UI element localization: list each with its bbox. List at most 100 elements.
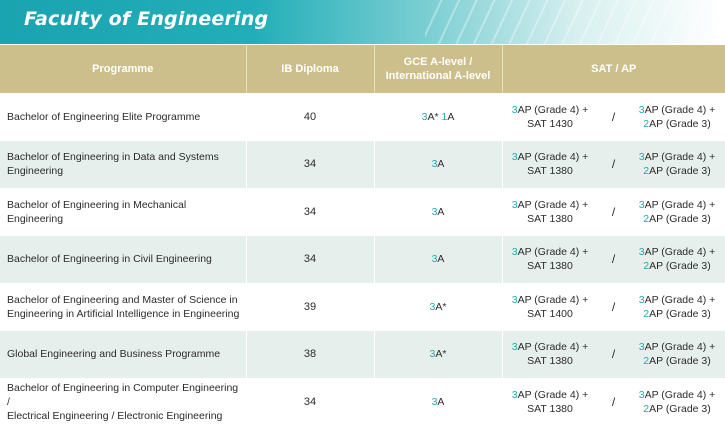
ap-grade-text: AP (Grade 3)	[649, 165, 711, 178]
ib-score-cell: 40	[246, 93, 375, 141]
sat-ap-cell: 3AP (Grade 4) + SAT 1380/3AP (Grade 4) +2…	[502, 235, 725, 283]
ib-score-cell: 34	[246, 140, 375, 188]
sat-score: SAT 1400	[527, 307, 573, 320]
table-header-row: Programme IB Diploma GCE A-level / Inter…	[0, 45, 725, 93]
gce-requirement-cell: 3A	[374, 235, 503, 283]
sat-score: SAT 1380	[527, 402, 573, 415]
gce-requirement-cell: 3A* 1A	[374, 93, 503, 141]
ap-count: 3	[511, 341, 518, 354]
programme-name-line1: Bachelor of Engineering Elite Programme	[7, 110, 201, 123]
ap-grade-text: AP (Grade 4) +	[644, 151, 716, 164]
ap-count: 2	[643, 402, 650, 415]
grade-count: 3	[421, 110, 428, 123]
sat-option-right: 3AP (Grade 4) +2AP (Grade 3)	[630, 150, 725, 178]
grade-count: 3	[431, 205, 438, 218]
header-gce-line2: International A-level	[385, 70, 491, 82]
sat-score: SAT 1380	[527, 165, 573, 178]
ap-count: 2	[643, 212, 650, 225]
table-row: Bachelor of Engineering in Civil Enginee…	[0, 235, 725, 283]
sat-ap-cell: 3AP (Grade 4) + SAT 1400/3AP (Grade 4) +2…	[502, 283, 725, 331]
sat-option-right: 3AP (Grade 4) +2AP (Grade 3)	[630, 103, 725, 131]
header-gce-line1: GCE A-level /	[403, 56, 473, 68]
programme-name-line1: Bachelor of Engineering in Data and Syst…	[7, 151, 219, 164]
header-sat-ap: SAT / AP	[502, 45, 725, 93]
sat-option-right: 3AP (Grade 4) +2AP (Grade 3)	[630, 388, 725, 416]
header-ib-diploma: IB Diploma	[246, 45, 375, 93]
sat-ap-cell: 3AP (Grade 4) + SAT 1380/3AP (Grade 4) +2…	[502, 330, 725, 378]
sat-option-left: 3AP (Grade 4) + SAT 1380	[503, 340, 598, 368]
ap-grade-text: AP (Grade 4) +	[644, 293, 716, 306]
sat-option-left: 3AP (Grade 4) + SAT 1380	[503, 245, 598, 273]
ap-count: 3	[638, 151, 645, 164]
programme-cell: Bachelor of Engineering in Data and Syst…	[0, 140, 247, 188]
programme-cell: Bachelor of Engineering and Master of Sc…	[0, 283, 247, 331]
programme-name-line1: Bachelor of Engineering in Computer Engi…	[7, 381, 239, 408]
table-row: Bachelor of Engineering and Master of Sc…	[0, 283, 725, 331]
ap-count: 2	[643, 165, 650, 178]
ap-count: 2	[643, 307, 650, 320]
ap-count: 3	[511, 103, 518, 116]
grade-count: 3	[431, 253, 438, 266]
sat-option-left: 3AP (Grade 4) + SAT 1380	[503, 150, 598, 178]
ap-count: 2	[643, 260, 650, 273]
programme-name-line2: Engineering	[7, 165, 64, 178]
ap-count: 3	[511, 246, 518, 259]
grade-count: 3	[429, 348, 436, 361]
sat-option-right: 3AP (Grade 4) +2AP (Grade 3)	[630, 198, 725, 226]
grade-count: 3	[431, 158, 438, 171]
ap-count: 3	[638, 388, 645, 401]
ib-score-cell: 38	[246, 330, 375, 378]
header-gce: GCE A-level / International A-level	[374, 45, 503, 93]
programme-name-line2: Electrical Engineering / Electronic Engi…	[7, 409, 223, 422]
sat-score: SAT 1430	[527, 117, 573, 130]
table-row: Bachelor of Engineering in Mechanical En…	[0, 188, 725, 236]
ap-grade-text: AP (Grade 4) +	[644, 103, 716, 116]
option-separator: /	[611, 299, 616, 314]
programme-cell: Bachelor of Engineering in Civil Enginee…	[0, 235, 247, 283]
ap-count: 3	[511, 151, 518, 164]
faculty-banner: Faculty of Engineering	[0, 0, 725, 44]
sat-ap-cell: 3AP (Grade 4) + SAT 1380/3AP (Grade 4) +2…	[502, 140, 725, 188]
ib-score-cell: 34	[246, 378, 375, 426]
ap-grade-text: AP (Grade 4) +	[517, 293, 589, 306]
option-separator: /	[611, 394, 616, 409]
option-separator: /	[611, 109, 616, 124]
admission-requirements-table: Programme IB Diploma GCE A-level / Inter…	[0, 45, 725, 426]
ap-count: 3	[638, 198, 645, 211]
sat-option-right: 3AP (Grade 4) +2AP (Grade 3)	[630, 245, 725, 273]
programme-name-line2: Engineering in Artificial Intelligence i…	[7, 307, 240, 320]
sat-score: SAT 1380	[527, 212, 573, 225]
ap-count: 3	[511, 198, 518, 211]
programme-cell: Bachelor of Engineering in Mechanical En…	[0, 188, 247, 236]
gce-requirement-cell: 3A	[374, 140, 503, 188]
table-row: Bachelor of Engineering in Computer Engi…	[0, 378, 725, 426]
ap-count: 3	[638, 246, 645, 259]
sat-score: SAT 1380	[527, 260, 573, 273]
ap-grade-text: AP (Grade 3)	[649, 402, 711, 415]
ap-grade-text: AP (Grade 4) +	[517, 388, 589, 401]
sat-option-right: 3AP (Grade 4) +2AP (Grade 3)	[630, 340, 725, 368]
programme-cell: Global Engineering and Business Programm…	[0, 330, 247, 378]
programme-name-line1: Global Engineering and Business Programm…	[7, 348, 221, 361]
grade-letter: A	[437, 253, 445, 266]
ib-score-cell: 39	[246, 283, 375, 331]
option-separator: /	[611, 252, 616, 267]
gce-requirement-cell: 3A*	[374, 330, 503, 378]
sat-ap-cell: 3 AP (Grade 4) + SAT 1380 / 3AP (Grade 4) +2…	[502, 378, 725, 426]
grade-count: 3	[429, 300, 436, 313]
programme-name-line1: Bachelor of Engineering in Mechanical En…	[7, 198, 187, 225]
ib-score-cell: 34	[246, 235, 375, 283]
ap-grade-text: AP (Grade 3)	[649, 260, 711, 273]
ap-grade-text: AP (Grade 3)	[649, 355, 711, 368]
table-row: Bachelor of Engineering Elite Programme 4…	[0, 93, 725, 141]
grade-count: 3	[431, 395, 438, 408]
programme-name-line1: Bachelor of Engineering and Master of Sc…	[7, 293, 238, 306]
grade-letter: A*	[435, 300, 447, 313]
ap-count: 3	[511, 293, 518, 306]
page-title: Faculty of Engineering	[24, 8, 269, 30]
gce-requirement-cell: 3A	[374, 378, 503, 426]
header-programme: Programme	[0, 45, 247, 93]
ap-grade-text: AP (Grade 3)	[649, 117, 711, 130]
sat-option-right: 3AP (Grade 4) +2AP (Grade 3)	[630, 293, 725, 321]
ap-grade-text: AP (Grade 4) +	[517, 246, 589, 259]
